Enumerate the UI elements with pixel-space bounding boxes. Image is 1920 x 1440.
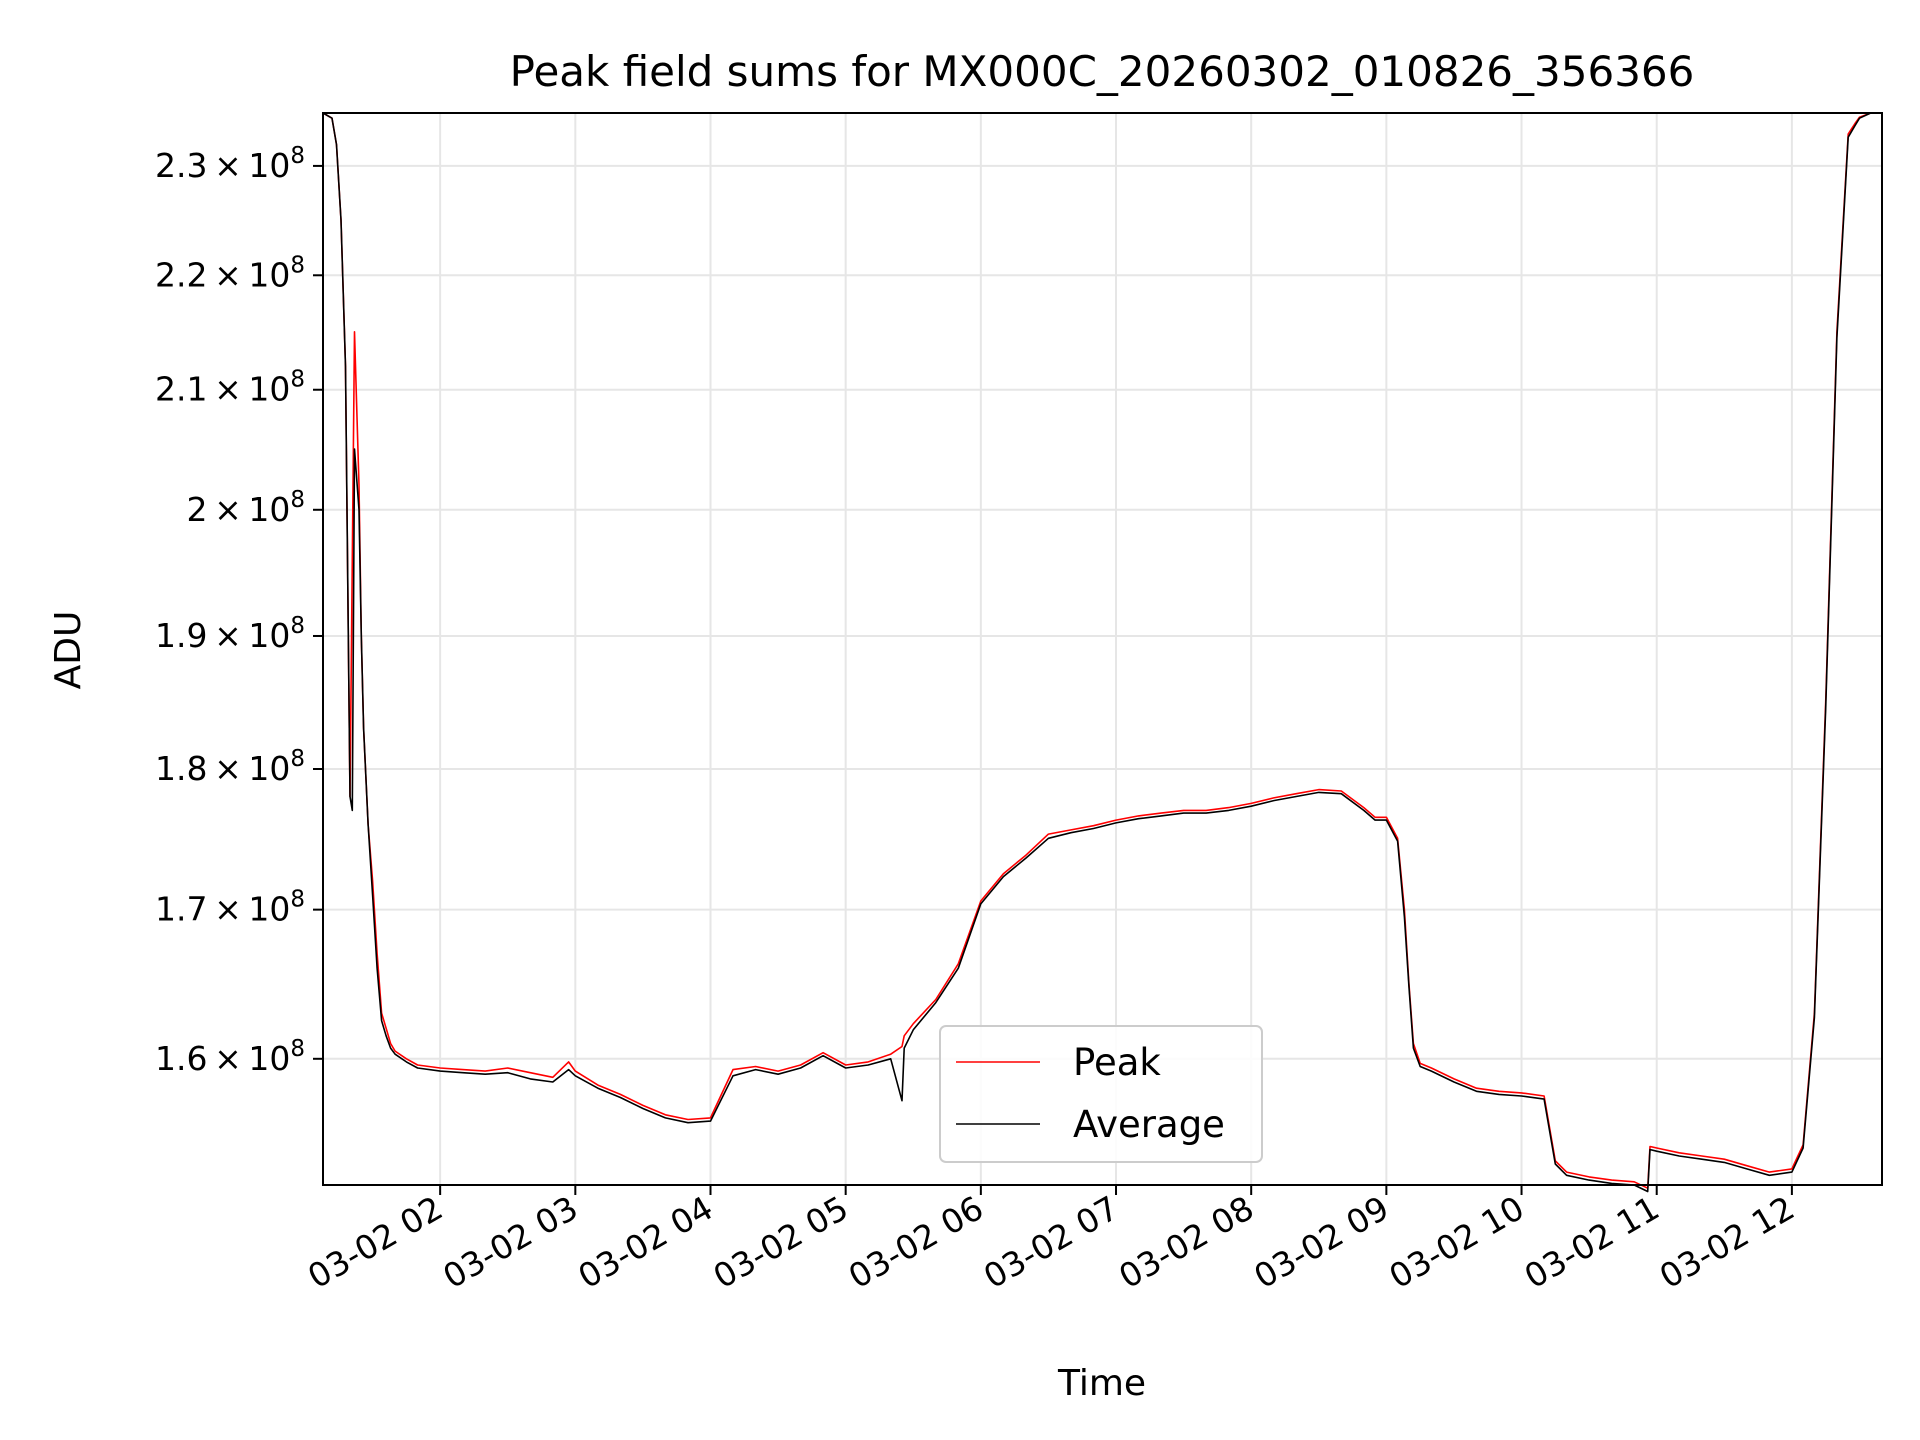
series-line-average xyxy=(322,112,1882,1193)
y-tick-label: 1.6 × 108 xyxy=(155,1036,305,1078)
legend: Peak Average xyxy=(939,1025,1263,1163)
y-tick-label: 1.7 × 108 xyxy=(155,887,305,929)
y-tick-label: 1.8 × 108 xyxy=(155,746,305,788)
legend-box xyxy=(939,1025,1263,1163)
y-axis-label: ADU xyxy=(48,611,89,690)
plot-series xyxy=(322,112,1882,1193)
y-tick-label: 2.3 × 108 xyxy=(155,143,305,185)
chart-title: Peak field sums for MX000C_20260302_0108… xyxy=(510,47,1695,96)
y-tick-label: 2.1 × 108 xyxy=(155,367,305,409)
y-axis: 2.3 × 108 2.2 × 108 2.1 × 108 2 × 108 1.9 × … xyxy=(155,143,323,1078)
legend-label-peak: Peak xyxy=(1073,1041,1161,1084)
y-tick-label: 2.2 × 108 xyxy=(155,252,305,294)
plot-area-frame xyxy=(322,112,1883,1186)
x-axis-label: Time xyxy=(1057,1363,1146,1404)
grid xyxy=(323,113,1882,1185)
y-tick-label: 1.9 × 108 xyxy=(155,613,305,655)
y-tick-label: 2 × 108 xyxy=(187,487,305,529)
legend-label-average: Average xyxy=(1073,1103,1225,1146)
